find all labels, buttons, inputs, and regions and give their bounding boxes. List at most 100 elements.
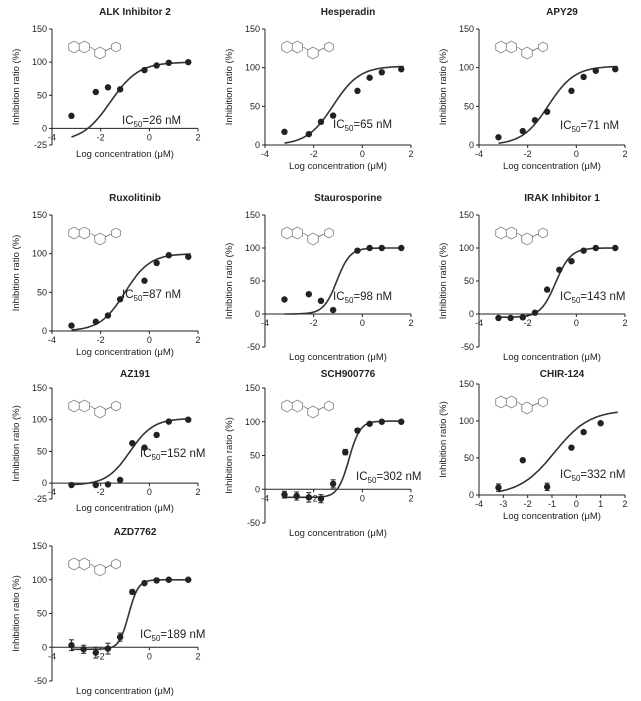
y-axis-label: Inhibition ratio (%) bbox=[224, 417, 235, 494]
chart-title: AZ191 bbox=[120, 369, 150, 380]
data-point bbox=[531, 117, 539, 124]
y-tick-label: 50 bbox=[37, 446, 47, 456]
data-point bbox=[153, 62, 160, 69]
data-point bbox=[92, 318, 100, 325]
y-tick-label: 100 bbox=[32, 415, 47, 425]
ic50-label: IC50=26 nM bbox=[122, 115, 181, 129]
x-tick-label: 0 bbox=[147, 651, 152, 661]
y-tick-label: 0 bbox=[255, 484, 260, 494]
x-tick-label: -4 bbox=[48, 487, 56, 497]
chart-svg: Ruxolitinib 0 50 100 150 -4 -2 0 2 Inhibition rat… bbox=[11, 193, 201, 358]
y-tick-label: -50 bbox=[34, 676, 47, 686]
y-tick-label: 0 bbox=[42, 123, 47, 133]
ic50-label: IC50=189 nM bbox=[140, 629, 205, 643]
data-point bbox=[592, 244, 599, 252]
chart-panel-9: CHIR-124 0 50 100 150 -4 -3 -2 -1 0 1 2 Inhibition r… bbox=[427, 364, 640, 538]
chart-svg: Hesperadin 0 50 100 150 -4 -2 0 2 Inhibition rati… bbox=[224, 7, 414, 172]
data-point bbox=[495, 314, 502, 322]
data-point bbox=[68, 322, 75, 329]
x-tick-label: -2 bbox=[524, 499, 532, 509]
data-point bbox=[281, 128, 288, 136]
data-point bbox=[153, 431, 160, 439]
chart-svg: APY29 0 50 100 150 -4 -2 0 2 Inhibition ratio (%)… bbox=[438, 7, 628, 172]
data-point bbox=[329, 480, 337, 488]
ic50-label: IC50=87 nM bbox=[122, 289, 181, 303]
data-point bbox=[580, 247, 587, 254]
molecule-structure-icon bbox=[495, 226, 548, 246]
chart-svg: AZ191 -25 0 50 100 150 -4 -2 0 2 Inhibition ratio … bbox=[11, 369, 205, 514]
chart-title: SCH900776 bbox=[321, 369, 376, 380]
x-tick-label: -2 bbox=[310, 149, 318, 159]
y-axis-label: Inhibition ratio (%) bbox=[438, 49, 449, 126]
x-tick-label: 2 bbox=[195, 335, 200, 345]
x-tick-label: -4 bbox=[261, 149, 269, 159]
data-point bbox=[92, 481, 100, 489]
x-axis-label: Log concentration (μM) bbox=[76, 503, 174, 514]
data-point bbox=[507, 314, 514, 322]
data-point bbox=[68, 642, 75, 649]
data-point bbox=[68, 481, 75, 489]
data-point bbox=[592, 67, 599, 74]
y-tick-label: 100 bbox=[459, 243, 474, 253]
data-point bbox=[612, 244, 619, 252]
x-tick-label: -2 bbox=[524, 318, 532, 328]
fit-curve bbox=[284, 420, 404, 499]
data-point bbox=[398, 244, 405, 252]
molecule-structure-icon bbox=[281, 399, 334, 419]
x-tick-label: 2 bbox=[408, 493, 413, 503]
data-point bbox=[543, 483, 551, 491]
data-point bbox=[153, 577, 160, 584]
molecule-structure-icon bbox=[68, 557, 121, 577]
x-tick-label: -2 bbox=[524, 149, 532, 159]
data-point bbox=[165, 418, 172, 425]
chart-panel-5: Staurosporine -50 0 50 100 150 -4 -2 0 2 Inhibitio… bbox=[213, 188, 426, 363]
y-tick-label: 0 bbox=[255, 309, 260, 319]
data-point bbox=[305, 494, 312, 501]
data-point bbox=[141, 66, 148, 74]
y-tick-label: 50 bbox=[37, 609, 47, 619]
molecule-structure-icon bbox=[68, 399, 121, 419]
data-point bbox=[378, 418, 385, 425]
y-tick-label: 100 bbox=[32, 249, 47, 259]
y-tick-label: 100 bbox=[32, 57, 47, 67]
data-point bbox=[568, 444, 575, 451]
y-tick-label: 100 bbox=[459, 63, 474, 73]
data-point bbox=[104, 481, 112, 488]
data-point bbox=[543, 108, 551, 115]
x-tick-label: -2 bbox=[97, 335, 105, 345]
fit-curve bbox=[498, 411, 618, 493]
data-point bbox=[92, 88, 100, 96]
x-tick-label: -2 bbox=[97, 487, 105, 497]
chart-title: CHIR-124 bbox=[540, 369, 585, 380]
y-tick-label: -50 bbox=[247, 518, 260, 528]
ic50-label: IC50=152 nM bbox=[140, 448, 205, 462]
data-point bbox=[129, 588, 136, 596]
chart-title: Staurosporine bbox=[314, 193, 382, 204]
ic50-label: IC50=65 nM bbox=[333, 119, 392, 133]
data-point bbox=[293, 492, 300, 500]
data-point bbox=[129, 439, 136, 447]
x-tick-label: -2 bbox=[97, 132, 105, 142]
y-tick-label: 0 bbox=[469, 140, 474, 150]
chart-panel-7: AZ191 -25 0 50 100 150 -4 -2 0 2 Inhibition ratio … bbox=[0, 364, 213, 538]
x-tick-label: -3 bbox=[499, 499, 507, 509]
x-tick-label: -4 bbox=[261, 493, 269, 503]
data-point bbox=[80, 646, 87, 653]
y-tick-label: 50 bbox=[464, 276, 474, 286]
x-tick-label: 0 bbox=[147, 132, 152, 142]
chart-title: APY29 bbox=[546, 7, 578, 18]
data-point bbox=[305, 291, 312, 298]
data-point bbox=[185, 58, 192, 66]
y-tick-label: -50 bbox=[247, 342, 260, 352]
data-point bbox=[398, 66, 405, 73]
x-tick-label: -4 bbox=[48, 335, 56, 345]
y-tick-label: 100 bbox=[245, 63, 260, 73]
data-point bbox=[329, 112, 337, 119]
y-tick-label: 0 bbox=[255, 140, 260, 150]
y-tick-label: 100 bbox=[245, 417, 260, 427]
data-point bbox=[354, 87, 361, 95]
data-point bbox=[92, 649, 100, 656]
x-tick-label: 0 bbox=[360, 149, 365, 159]
data-point bbox=[354, 247, 361, 254]
data-point bbox=[519, 457, 526, 464]
